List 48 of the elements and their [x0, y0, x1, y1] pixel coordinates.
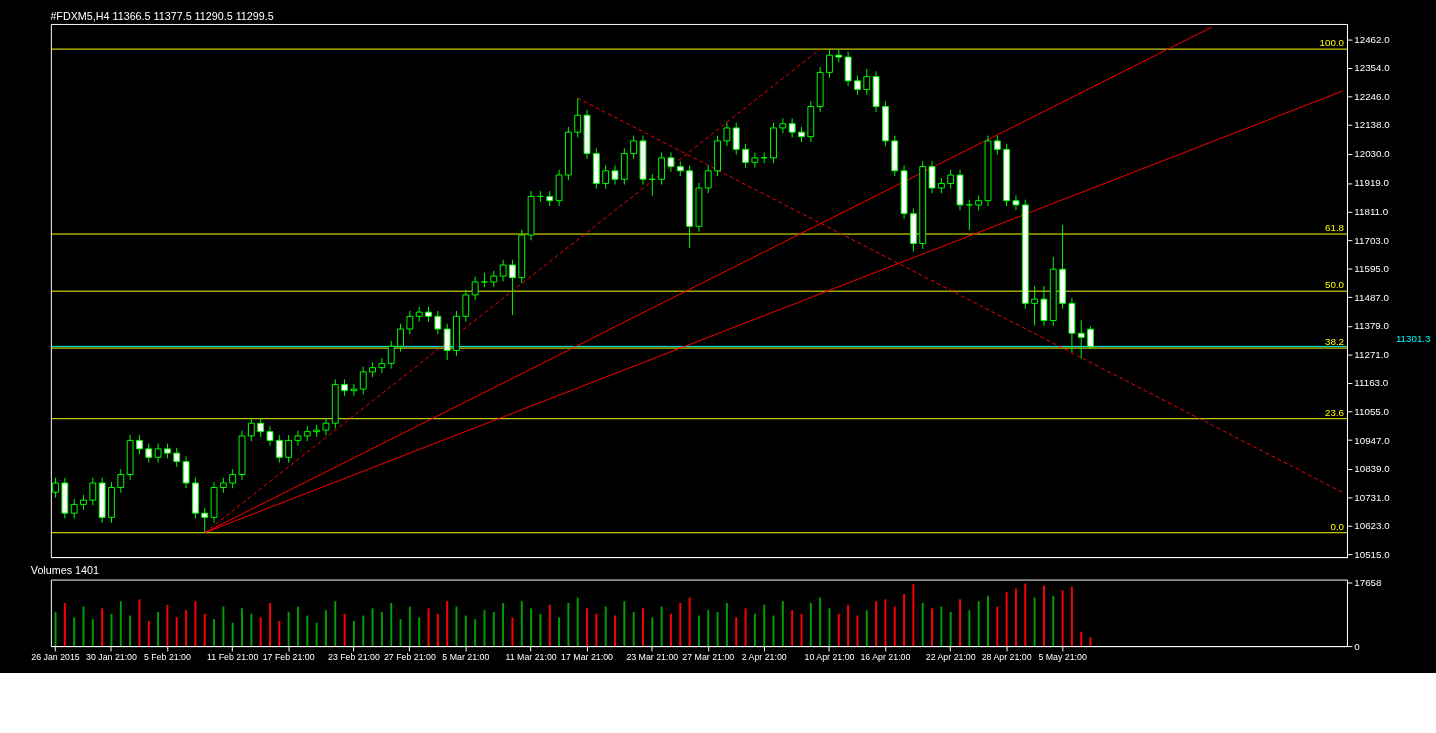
x-tick-label: 5 Mar 21:00 — [442, 652, 490, 663]
chart-title: #FDXM5,H4 11366.5 11377.5 11290.5 11299.5 — [50, 10, 274, 23]
y-tick-label: 12462.0 — [1354, 33, 1391, 45]
x-tick-label: 17 Feb 21:00 — [262, 652, 315, 663]
x-tick-label: 17 Mar 21:00 — [561, 652, 614, 663]
y-tick-label: 17658 — [1354, 577, 1382, 589]
y-tick-label: 10839.0 — [1354, 463, 1391, 475]
x-tick-label: 23 Mar 21:00 — [626, 652, 679, 663]
y-tick-label: 10515.0 — [1354, 548, 1391, 560]
y-tick-label: 12246.0 — [1354, 90, 1391, 102]
x-tick-label: 11 Feb 21:00 — [207, 652, 259, 663]
y-tick-label: 11811.0 — [1354, 205, 1389, 217]
y-tick-label: 10731.0 — [1354, 491, 1391, 503]
y-tick-label: 0 — [1354, 640, 1361, 652]
y-tick-label: 11379.0 — [1354, 320, 1390, 332]
y-tick-label: 10947.0 — [1354, 434, 1391, 446]
x-tick-label: 30 Jan 21:00 — [86, 652, 138, 663]
y-tick-label: 12354.0 — [1354, 62, 1391, 74]
x-tick-label: 23 Feb 21:00 — [327, 652, 380, 663]
x-tick-label: 11 Mar 21:00 — [505, 652, 557, 663]
annotation: 38.2 — [1325, 336, 1345, 348]
annotation: 23.6 — [1325, 406, 1345, 418]
ref-line-label: 11301.3 — [1395, 333, 1431, 345]
x-tick-label: 5 May 21:00 — [1038, 652, 1087, 663]
x-tick-label: 26 Jan 2015 — [31, 652, 80, 663]
x-tick-label: 22 Apr 21:00 — [925, 652, 976, 663]
x-tick-label: 27 Mar 21:00 — [682, 652, 735, 663]
annotation: 50.0 — [1325, 279, 1345, 291]
y-tick-label: 10623.0 — [1354, 520, 1391, 532]
y-tick-label: 11055.0 — [1354, 405, 1390, 417]
x-tick-label: 10 Apr 21:00 — [804, 652, 855, 663]
x-tick-label: 28 Apr 21:00 — [981, 652, 1032, 663]
annotation: 0.0 — [1330, 520, 1345, 532]
y-tick-label: 11487.0 — [1354, 291, 1390, 303]
x-tick-label: 16 Apr 21:00 — [860, 652, 911, 663]
x-tick-label: 5 Feb 21:00 — [143, 652, 192, 663]
y-tick-label: 11595.0 — [1354, 263, 1390, 275]
annotation: 100.0 — [1319, 37, 1345, 49]
y-tick-label: 11271.0 — [1354, 348, 1390, 360]
x-tick-label: 27 Feb 21:00 — [383, 652, 436, 663]
x-tick-label: 2 Apr 21:00 — [741, 652, 787, 663]
chart-title: Volumes 1401 — [30, 563, 99, 576]
y-tick-label: 12138.0 — [1354, 119, 1391, 131]
y-tick-label: 11919.0 — [1354, 177, 1390, 189]
annotation: 61.8 — [1325, 222, 1345, 234]
y-tick-label: 11163.0 — [1354, 377, 1389, 389]
y-tick-label: 12030.0 — [1354, 148, 1391, 160]
y-tick-label: 11703.0 — [1354, 234, 1390, 246]
